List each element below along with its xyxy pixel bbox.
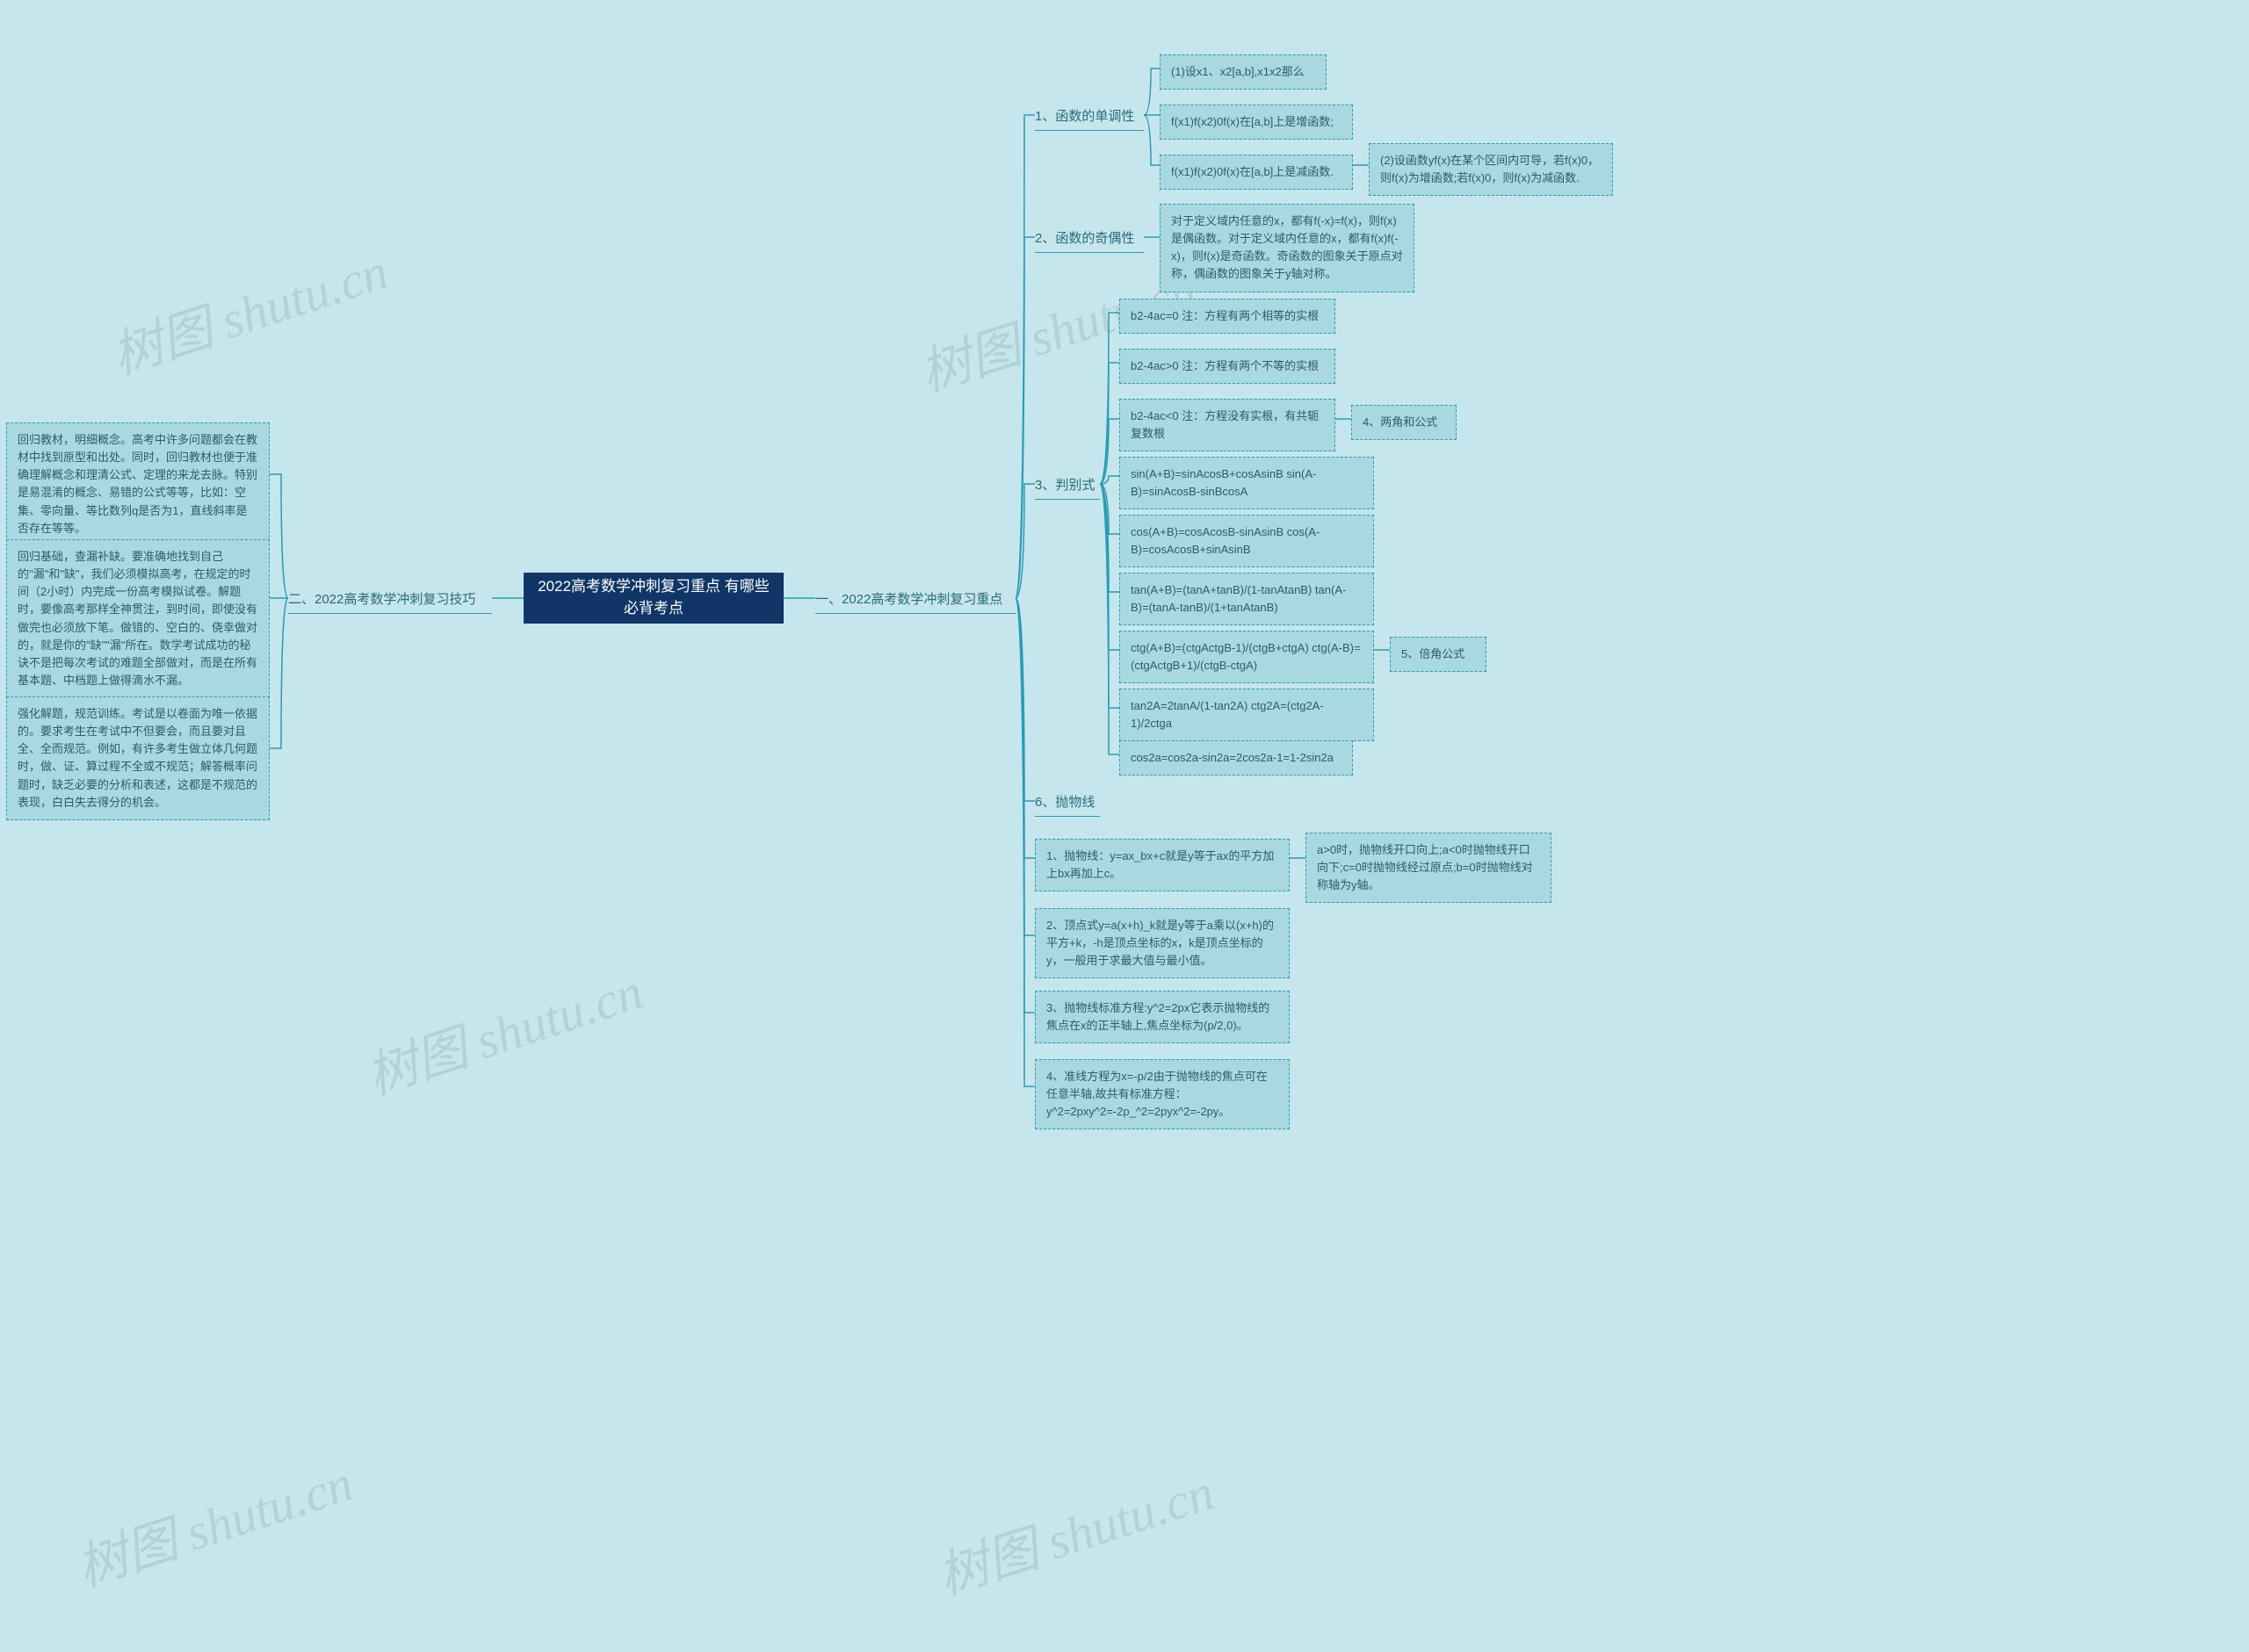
parabola-leaf-3[interactable]: 3、抛物线标准方程:y^2=2px它表示抛物线的焦点在x的正半轴上,焦点坐标为(…: [1035, 991, 1290, 1043]
sub-parabola[interactable]: 6、抛物线: [1035, 787, 1100, 817]
root-node[interactable]: 2022高考数学冲刺复习重点 有哪些必背考点: [524, 573, 784, 624]
disc-leaf-3-child[interactable]: 4、两角和公式: [1351, 405, 1457, 440]
disc-leaf-2[interactable]: b2-4ac>0 注：方程有两个不等的实根: [1119, 349, 1335, 384]
disc-leaf-4[interactable]: sin(A+B)=sinAcosB+cosAsinB sin(A-B)=sinA…: [1119, 457, 1374, 509]
disc-leaf-9[interactable]: cos2a=cos2a-sin2a=2cos2a-1=1-2sin2a: [1119, 740, 1353, 776]
watermark: 树图 shutu.cn: [66, 1442, 360, 1600]
watermark: 树图 shutu.cn: [927, 1451, 1221, 1609]
parabola-leaf-4[interactable]: 4、准线方程为x=-p/2由于抛物线的焦点可在任意半轴,故共有标准方程：y^2=…: [1035, 1059, 1290, 1129]
disc-leaf-7-child[interactable]: 5、倍角公式: [1390, 637, 1486, 672]
parabola-leaf-1[interactable]: 1、抛物线：y=ax_bx+c就是y等于ax的平方加上bx再加上c。: [1035, 839, 1290, 891]
left-leaf-1[interactable]: 回归教材，明细概念。高考中许多问题都会在教材中找到原型和出处。同时，回归教材也便…: [6, 422, 270, 546]
mono-leaf-3[interactable]: f(x1)f(x2)0f(x)在[a,b]上是减函数.: [1160, 155, 1353, 190]
parity-leaf[interactable]: 对于定义域内任意的x，都有f(-x)=f(x)，则f(x)是偶函数。对于定义域内…: [1160, 204, 1414, 292]
left-leaf-3[interactable]: 强化解题，规范训练。考试是以卷面为唯一依据的。要求考生在考试中不但要会，而且要对…: [6, 696, 270, 820]
disc-leaf-6[interactable]: tan(A+B)=(tanA+tanB)/(1-tanAtanB) tan(A-…: [1119, 573, 1374, 625]
disc-leaf-3[interactable]: b2-4ac<0 注：方程没有实根，有共轭复数根: [1119, 399, 1335, 451]
mono-leaf-1[interactable]: (1)设x1、x2[a,b],x1x2那么: [1160, 54, 1327, 90]
parabola-leaf-2[interactable]: 2、顶点式y=a(x+h)_k就是y等于a乘以(x+h)的平方+k，-h是顶点坐…: [1035, 908, 1290, 978]
mono-leaf-3-child[interactable]: (2)设函数yf(x)在某个区间内可导，若f(x)0，则f(x)为增函数;若f(…: [1369, 143, 1613, 196]
mono-leaf-2[interactable]: f(x1)f(x2)0f(x)在[a,b]上是增函数;: [1160, 105, 1353, 140]
watermark: 树图 shutu.cn: [356, 950, 650, 1108]
sub-monotonicity[interactable]: 1、函数的单调性: [1035, 101, 1144, 131]
left-branch[interactable]: 二、2022高考数学冲刺复习技巧: [288, 584, 492, 614]
disc-leaf-5[interactable]: cos(A+B)=cosAcosB-sinAsinB cos(A-B)=cosA…: [1119, 515, 1374, 567]
sub-parity[interactable]: 2、函数的奇偶性: [1035, 223, 1144, 253]
watermark: 树图 shutu.cn: [101, 230, 395, 388]
disc-leaf-1[interactable]: b2-4ac=0 注：方程有两个相等的实根: [1119, 299, 1335, 334]
right-branch[interactable]: 一、2022高考数学冲刺复习重点: [815, 584, 1016, 614]
sub-discriminant[interactable]: 3、判别式: [1035, 470, 1100, 500]
left-leaf-2[interactable]: 回归基础，查漏补缺。要准确地找到自己的"漏"和"缺"，我们必须模拟高考，在规定的…: [6, 539, 270, 698]
disc-leaf-7[interactable]: ctg(A+B)=(ctgActgB-1)/(ctgB+ctgA) ctg(A-…: [1119, 631, 1374, 683]
disc-leaf-8[interactable]: tan2A=2tanA/(1-tan2A) ctg2A=(ctg2A-1)/2c…: [1119, 689, 1374, 741]
parabola-leaf-1-child[interactable]: a>0时，抛物线开口向上;a<0时抛物线开口向下;c=0时抛物线经过原点;b=0…: [1305, 833, 1551, 903]
